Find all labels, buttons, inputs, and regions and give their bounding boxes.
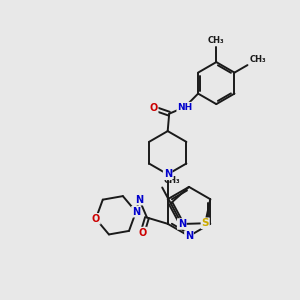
Text: CH₃: CH₃ xyxy=(208,36,225,45)
Text: CH₃: CH₃ xyxy=(164,176,180,185)
Text: N: N xyxy=(132,207,140,217)
Text: N: N xyxy=(135,195,143,205)
Text: N: N xyxy=(178,219,186,229)
Text: CH₃: CH₃ xyxy=(250,55,266,64)
Text: O: O xyxy=(138,227,147,238)
Text: S: S xyxy=(201,218,209,228)
Text: O: O xyxy=(92,214,100,224)
Text: NH: NH xyxy=(177,103,192,112)
Text: O: O xyxy=(149,103,158,113)
Text: N: N xyxy=(185,231,193,241)
Text: N: N xyxy=(164,169,172,179)
